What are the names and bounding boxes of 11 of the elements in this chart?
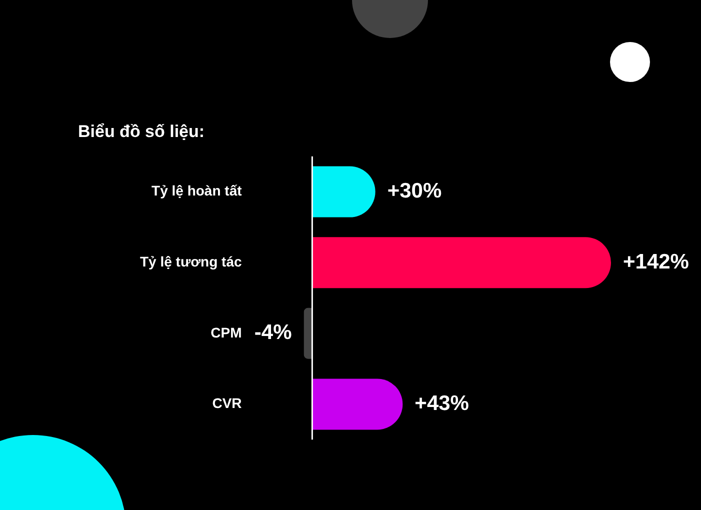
text: Biểu đồ số liệu: <box>78 122 205 141</box>
y-tick-label: Tỷ lệ tương tác <box>140 253 242 270</box>
data-label: +142% <box>623 250 690 274</box>
data-label: +43% <box>414 392 470 415</box>
y-tick-label: CVR <box>212 395 242 412</box>
bar <box>312 378 403 430</box>
data-label: +30% <box>387 180 442 203</box>
y-tick-label: Tỷ lệ hoàn tất <box>152 182 242 199</box>
y-tick-label: CPM <box>210 324 242 340</box>
data-label: -4% <box>254 321 292 344</box>
bar <box>312 237 611 288</box>
